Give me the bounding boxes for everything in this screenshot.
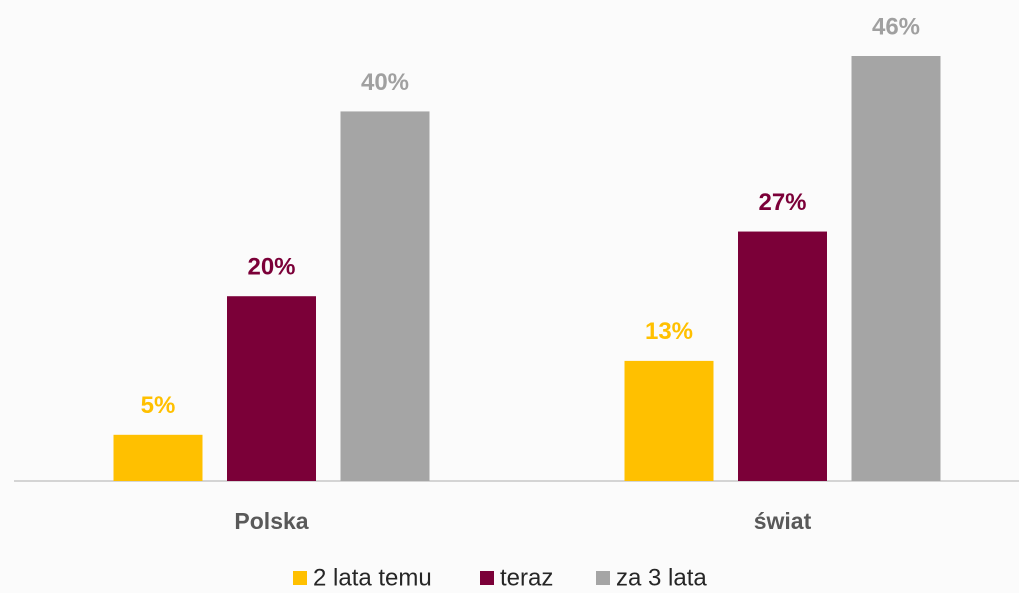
legend-swatch [596,571,610,585]
legend-label: teraz [500,564,553,591]
bar [227,296,316,481]
data-label: 20% [247,254,295,281]
legend-label: 2 lata temu [313,564,432,591]
legend-swatch [293,571,307,585]
x-tick-label: Polska [234,508,308,534]
bar [738,231,827,481]
data-label: 27% [758,189,806,216]
bar [624,360,714,481]
data-label: 40% [361,69,409,96]
bar [113,434,203,481]
bar [851,56,941,481]
data-label: 5% [141,392,176,419]
bar [340,111,430,481]
legend-label: za 3 lata [616,564,707,591]
data-label: 46% [872,13,920,40]
x-tick-label: świat [754,508,812,534]
data-label: 13% [645,318,693,345]
legend-swatch [480,571,494,585]
